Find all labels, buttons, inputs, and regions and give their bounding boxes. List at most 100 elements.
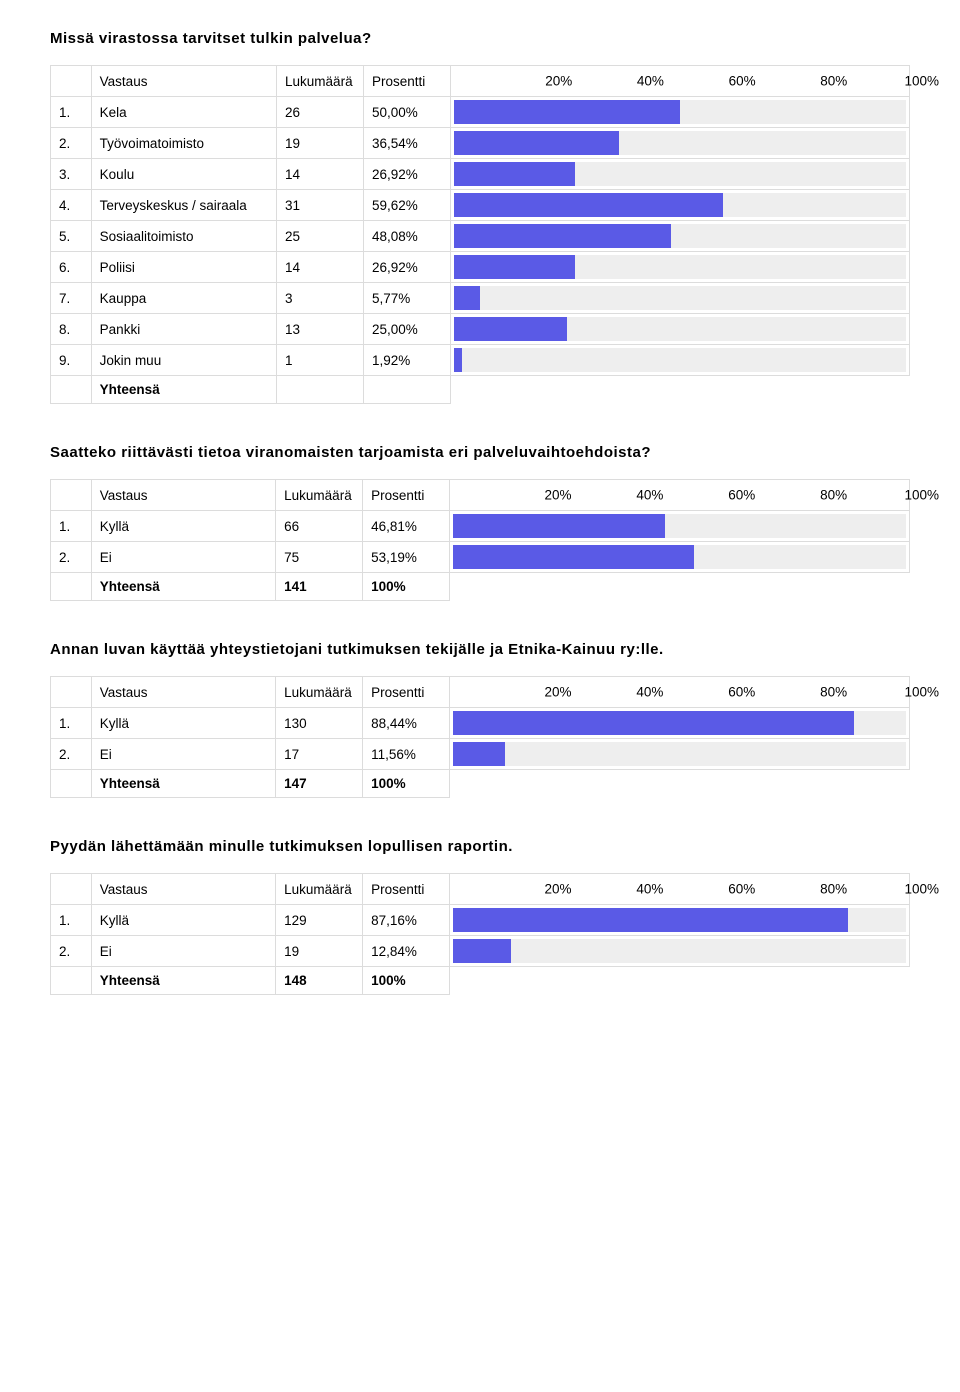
axis-tick: 80% (787, 882, 847, 897)
bar-track (454, 224, 906, 248)
header-lukumaara: Lukumäärä (276, 874, 363, 905)
section: Pyydän lähettämään minulle tutkimuksen l… (50, 838, 910, 995)
row-pct: 46,81% (363, 511, 450, 542)
row-number: 7. (51, 283, 92, 314)
table-row: 8.Pankki1325,00% (51, 314, 910, 345)
row-label: Jokin muu (91, 345, 276, 376)
row-number: 1. (51, 708, 92, 739)
total-label: Yhteensä (91, 770, 275, 798)
total-bar-cell (449, 770, 909, 798)
row-count: 25 (277, 221, 364, 252)
table-row: 1.Kela2650,00% (51, 97, 910, 128)
row-count: 19 (277, 128, 364, 159)
row-label: Terveyskeskus / sairaala (91, 190, 276, 221)
row-number: 9. (51, 345, 92, 376)
bar-track (454, 131, 906, 155)
data-table: VastausLukumääräProsentti20%40%60%80%100… (50, 676, 910, 798)
bar-track (454, 348, 906, 372)
row-count: 14 (277, 252, 364, 283)
header-blank (51, 874, 92, 905)
section-title: Missä virastossa tarvitset tulkin palvel… (50, 30, 910, 47)
total-pct (363, 376, 450, 404)
header-axis: 20%40%60%80%100% (450, 66, 909, 97)
axis-wrap: 20%40%60%80%100% (450, 480, 909, 510)
table-header-row: VastausLukumääräProsentti20%40%60%80%100… (51, 66, 910, 97)
table-header-row: VastausLukumääräProsentti20%40%60%80%100… (51, 480, 910, 511)
row-number: 2. (51, 542, 92, 573)
header-lukumaara: Lukumäärä (276, 480, 363, 511)
table-row: 2.Ei1912,84% (51, 936, 910, 967)
bar-fill (453, 545, 694, 569)
total-row: Yhteensä148100% (51, 967, 910, 995)
row-bar-cell (450, 283, 909, 314)
table-row: 7.Kauppa35,77% (51, 283, 910, 314)
total-bar-cell (450, 376, 909, 404)
row-number: 2. (51, 936, 92, 967)
header-vastaus: Vastaus (91, 480, 275, 511)
row-pct: 50,00% (363, 97, 450, 128)
table-row: 5.Sosiaalitoimisto2548,08% (51, 221, 910, 252)
axis-tick: 60% (696, 74, 756, 89)
table-row: 4.Terveyskeskus / sairaala3159,62% (51, 190, 910, 221)
total-label: Yhteensä (91, 967, 275, 995)
total-bar-cell (449, 573, 909, 601)
row-bar-cell (449, 511, 909, 542)
section: Saatteko riittävästi tietoa viranomaiste… (50, 444, 910, 601)
page-root: Missä virastossa tarvitset tulkin palvel… (0, 0, 960, 1075)
row-pct: 11,56% (363, 739, 450, 770)
bar-fill (454, 224, 672, 248)
total-blank (51, 967, 92, 995)
row-count: 31 (277, 190, 364, 221)
axis-tick: 100% (879, 488, 939, 503)
section-title: Pyydän lähettämään minulle tutkimuksen l… (50, 838, 910, 855)
bar-track (453, 742, 906, 766)
total-label: Yhteensä (91, 573, 275, 601)
axis-tick: 100% (879, 882, 939, 897)
header-axis: 20%40%60%80%100% (449, 480, 909, 511)
row-bar-cell (450, 221, 909, 252)
row-label: Ei (91, 542, 275, 573)
header-vastaus: Vastaus (91, 677, 275, 708)
bar-fill (453, 742, 505, 766)
row-bar-cell (450, 159, 909, 190)
row-count: 13 (277, 314, 364, 345)
row-count: 66 (276, 511, 363, 542)
bar-track (454, 286, 906, 310)
bar-track (454, 255, 906, 279)
bar-track (453, 545, 906, 569)
row-number: 1. (51, 905, 92, 936)
row-pct: 5,77% (363, 283, 450, 314)
row-bar-cell (450, 190, 909, 221)
data-table: VastausLukumääräProsentti20%40%60%80%100… (50, 65, 910, 404)
row-count: 26 (277, 97, 364, 128)
row-bar-cell (450, 97, 909, 128)
table-row: 6.Poliisi1426,92% (51, 252, 910, 283)
bar-track (454, 193, 906, 217)
row-label: Pankki (91, 314, 276, 345)
total-count: 148 (276, 967, 363, 995)
total-label: Yhteensä (91, 376, 276, 404)
table-row: 2.Ei7553,19% (51, 542, 910, 573)
total-row: Yhteensä (51, 376, 910, 404)
row-pct: 59,62% (363, 190, 450, 221)
row-bar-cell (449, 708, 909, 739)
header-prosentti: Prosentti (363, 66, 450, 97)
row-label: Ei (91, 739, 275, 770)
row-pct: 88,44% (363, 708, 450, 739)
bar-fill (453, 711, 854, 735)
header-lukumaara: Lukumäärä (277, 66, 364, 97)
row-pct: 87,16% (363, 905, 450, 936)
bar-track (454, 317, 906, 341)
total-count: 141 (276, 573, 363, 601)
header-axis: 20%40%60%80%100% (449, 677, 909, 708)
header-prosentti: Prosentti (363, 874, 450, 905)
row-label: Poliisi (91, 252, 276, 283)
row-label: Kauppa (91, 283, 276, 314)
section-title: Annan luvan käyttää yhteystietojani tutk… (50, 641, 910, 658)
axis-tick: 60% (695, 685, 755, 700)
row-pct: 25,00% (363, 314, 450, 345)
section: Missä virastossa tarvitset tulkin palvel… (50, 30, 910, 404)
axis-tick: 100% (879, 74, 939, 89)
section-title: Saatteko riittävästi tietoa viranomaiste… (50, 444, 910, 461)
row-count: 75 (276, 542, 363, 573)
